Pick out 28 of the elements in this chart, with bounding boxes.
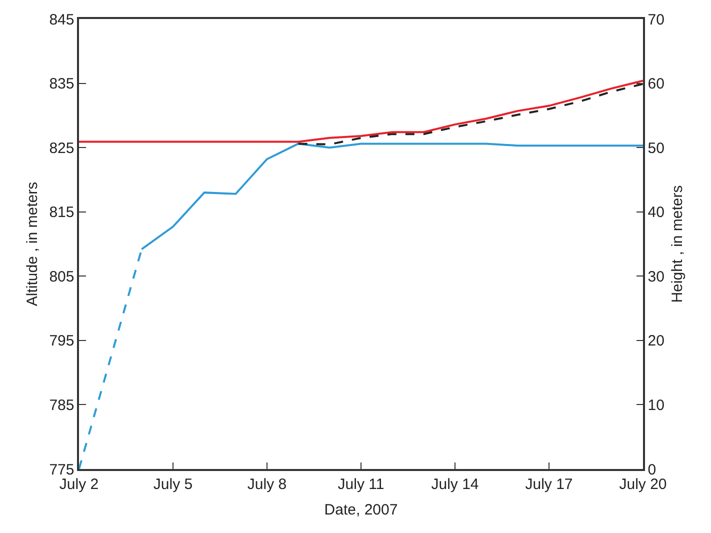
y-tick-label: 845 — [49, 11, 74, 28]
y-axis-title: Altitude , in meters — [24, 182, 41, 306]
x-tick-label: July 5 — [153, 476, 193, 493]
y2-tick-label: 70 — [648, 11, 664, 28]
y2-tick-label: 50 — [648, 140, 664, 157]
x-tick-label: July 11 — [338, 476, 384, 493]
x-tick-label: July 17 — [525, 476, 573, 493]
x-tick-label: July 14 — [431, 476, 479, 493]
x-tick-label: July 2 — [59, 476, 99, 493]
y2-tick-label: 30 — [648, 268, 664, 286]
y-tick-label: 835 — [49, 76, 74, 93]
y2-tick-label: 0 — [648, 461, 656, 478]
y2-axis-title: Height , in meters — [668, 185, 686, 303]
line-series — [79, 80, 643, 143]
y-tick-label: 805 — [49, 268, 74, 286]
x-tick-label: July 20 — [619, 476, 667, 493]
y-tick-label: 795 — [49, 332, 74, 350]
x-tick-label: July 8 — [247, 476, 287, 493]
y2-tick-label: 10 — [648, 396, 664, 414]
y-tick-label: 825 — [49, 140, 74, 157]
y2-tick-label: 60 — [648, 76, 664, 93]
y-tick-label: 785 — [49, 396, 74, 414]
x-axis-title: Date, 2007 — [324, 501, 398, 518]
y-tick-label: 815 — [49, 204, 74, 222]
line-series — [297, 82, 643, 146]
y2-tick-label: 20 — [648, 332, 664, 350]
y2-tick-label: 40 — [648, 204, 664, 222]
y-tick-label: 775 — [49, 461, 74, 478]
